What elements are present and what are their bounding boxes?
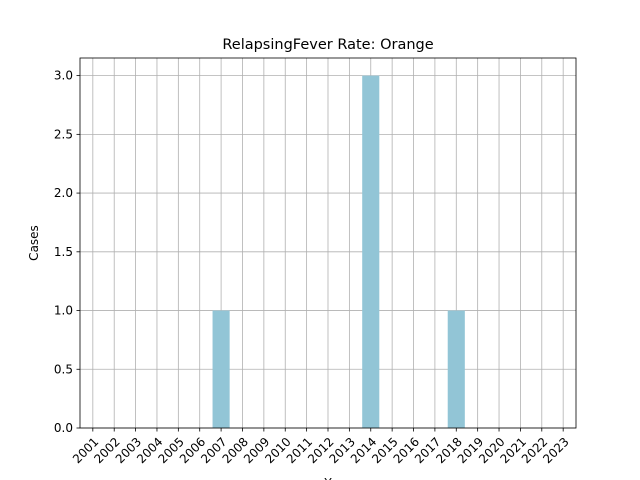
bar <box>212 310 230 428</box>
y-tick-label: 0.5 <box>54 362 73 376</box>
y-tick-label: 0.0 <box>54 421 73 435</box>
y-axis-label: Cases <box>27 225 41 261</box>
bar <box>362 75 380 428</box>
x-axis-label: Y <box>323 476 332 480</box>
bar-layer <box>212 75 465 428</box>
chart-title: RelapsingFever Rate: Orange <box>222 37 433 53</box>
y-tick-label: 1.0 <box>54 304 73 318</box>
y-tick-label: 1.5 <box>54 245 73 259</box>
y-tick-label: 3.0 <box>54 69 73 83</box>
bar <box>447 310 465 428</box>
y-tick-label: 2.0 <box>54 186 73 200</box>
y-tick-label: 2.5 <box>54 127 73 141</box>
